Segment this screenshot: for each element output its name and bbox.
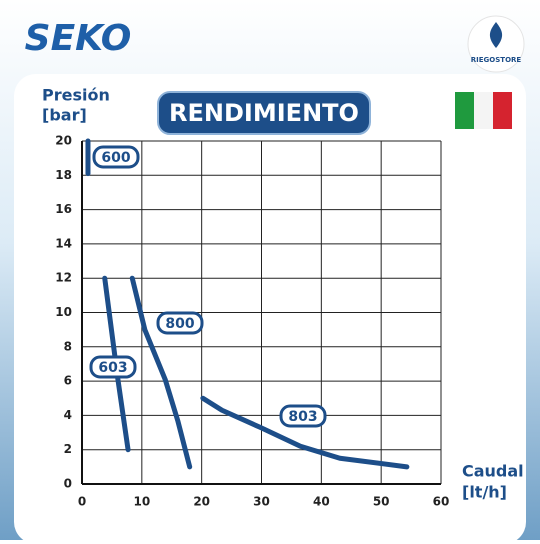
store-icon xyxy=(489,22,503,48)
y-tick-label: 14 xyxy=(55,236,72,250)
x-tick-label: 60 xyxy=(433,495,450,509)
y-tick-label: 12 xyxy=(55,271,72,285)
series-label: 603 xyxy=(98,360,127,376)
y-tick-label: 0 xyxy=(64,477,72,491)
y-tick-label: 10 xyxy=(55,305,72,319)
y-axis-label: [bar] xyxy=(42,106,87,125)
series-label-box xyxy=(279,404,327,428)
y-tick-label: 16 xyxy=(55,202,72,216)
flag xyxy=(455,92,512,129)
series-line xyxy=(129,275,193,470)
x-axis-label: [lt/h] xyxy=(462,483,507,502)
x-tick-label: 50 xyxy=(373,495,390,509)
panel xyxy=(14,74,526,544)
series-label: 600 xyxy=(101,150,130,166)
x-tick-label: 0 xyxy=(78,495,86,509)
y-tick-label: 4 xyxy=(64,408,72,422)
store-logo: RIEGOSTORE xyxy=(471,56,522,64)
brand-logo: SEKO xyxy=(25,18,132,59)
y-axis-label: Presión xyxy=(42,86,110,105)
x-tick-label: 20 xyxy=(193,495,210,509)
series-line xyxy=(200,395,410,470)
x-tick-label: 30 xyxy=(253,495,270,509)
title-box xyxy=(157,91,371,135)
x-tick-label: 40 xyxy=(313,495,330,509)
x-tick-label: 10 xyxy=(133,495,150,509)
y-tick-label: 20 xyxy=(55,134,72,148)
series-label: 800 xyxy=(165,316,194,332)
chart-title: RENDIMIENTO xyxy=(169,99,359,127)
x-axis-label: Caudal xyxy=(462,462,524,481)
y-tick-label: 2 xyxy=(64,442,72,456)
series-label: 803 xyxy=(288,409,317,425)
y-tick-label: 8 xyxy=(64,339,72,353)
y-tick-label: 18 xyxy=(55,168,72,182)
series-label-box xyxy=(156,311,204,335)
y-tick-label: 6 xyxy=(64,374,72,388)
series-label-box xyxy=(92,145,140,169)
series-line xyxy=(102,275,131,453)
series-label-box xyxy=(89,355,137,379)
